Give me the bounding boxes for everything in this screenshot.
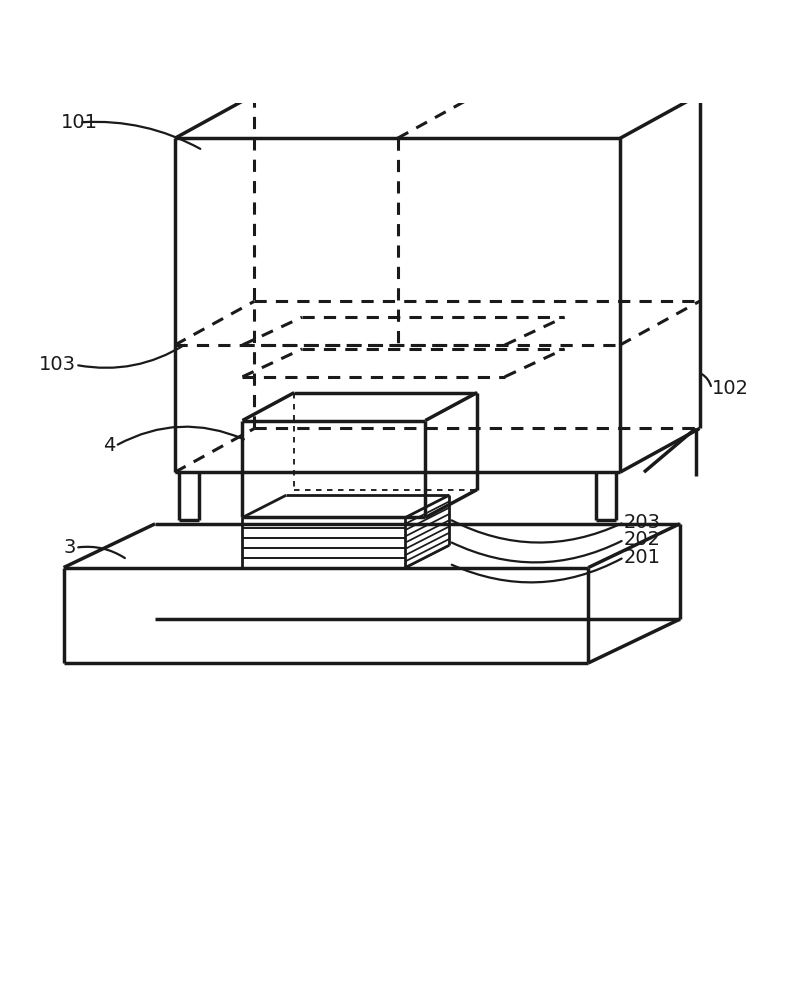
Text: 203: 203	[624, 513, 661, 532]
Text: 3: 3	[63, 538, 76, 557]
Text: 103: 103	[38, 355, 76, 374]
Text: 201: 201	[624, 548, 661, 567]
Text: 102: 102	[712, 379, 749, 398]
Text: 101: 101	[61, 113, 98, 132]
Text: 4: 4	[103, 436, 115, 455]
Text: 202: 202	[624, 530, 661, 549]
